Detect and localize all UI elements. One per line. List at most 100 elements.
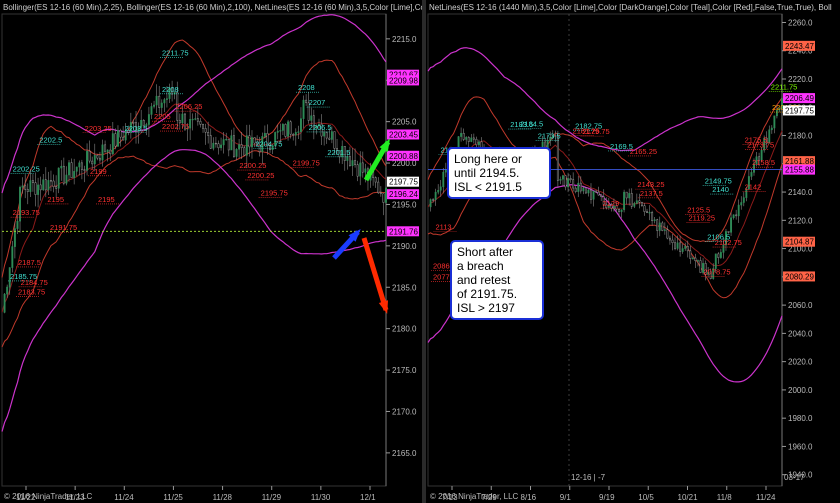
candle-body: [477, 141, 480, 146]
candle-body: [361, 162, 364, 173]
candle-body: [289, 121, 292, 135]
x-tick-label: 11/25: [163, 493, 183, 502]
y-tick-label: 2220.0: [788, 75, 813, 84]
candle-body: [732, 214, 735, 219]
candle-body: [584, 187, 587, 194]
level-label: 2202.25: [13, 164, 40, 173]
candle-body: [460, 132, 463, 137]
candle-body: [194, 118, 197, 120]
axis-corner-label: 03-17: [784, 473, 805, 482]
candle-body: [679, 242, 682, 252]
price-marker-label: 2206.49: [785, 94, 814, 103]
candle-body: [674, 242, 676, 249]
short-callout-line: of 2191.75.: [457, 287, 518, 301]
short-arrow-head: [378, 300, 389, 314]
candle-body: [722, 244, 725, 253]
candle-body: [465, 137, 468, 140]
candle-body: [343, 146, 346, 161]
candle-body: [214, 142, 217, 145]
level-label: 2182.75: [575, 121, 602, 130]
panel-divider[interactable]: [422, 0, 426, 503]
level-label: 2181.25: [573, 126, 600, 135]
candle-body: [702, 263, 704, 273]
x-tick-label: 10/5: [638, 493, 654, 502]
price-marker-label: 2196.24: [389, 190, 418, 199]
candle-body: [661, 222, 664, 231]
y-tick-label: 2260.0: [788, 18, 813, 27]
level-label: 2199: [90, 167, 107, 176]
candle-body: [294, 132, 297, 136]
candle-body: [142, 120, 145, 127]
price-marker-box: [387, 176, 419, 187]
candle-body: [615, 205, 618, 210]
candle-body: [13, 228, 16, 247]
candle-body: [235, 149, 238, 157]
candle-body: [658, 222, 661, 231]
candle-body: [31, 180, 34, 183]
level-label: 2208: [162, 85, 179, 94]
candle-body: [238, 144, 241, 150]
candle-body: [648, 212, 651, 214]
candle-body: [635, 200, 638, 204]
candle-body: [346, 156, 349, 161]
price-marker-label: 2080.29: [785, 272, 814, 281]
candle-body: [88, 150, 91, 162]
candle-body: [271, 145, 274, 151]
y-tick-label: 2190.0: [392, 242, 417, 251]
candle-body: [256, 142, 259, 146]
candle-body: [297, 131, 300, 133]
level-label: 2184.75: [21, 278, 48, 287]
candle-body: [189, 119, 192, 129]
candle-body: [70, 162, 73, 178]
bollinger-lower-band: [1, 150, 387, 348]
candle-body: [587, 189, 590, 194]
candle-body: [171, 87, 174, 95]
short-callout: Short after a breach and retest of 2191.…: [450, 240, 544, 320]
candle-body: [704, 263, 707, 275]
candle-body: [263, 132, 266, 137]
candle-body: [758, 156, 761, 161]
level-label: 2187.5: [18, 258, 41, 267]
candle-body: [122, 136, 125, 141]
intraday-60min-chart[interactable]: Bollinger(ES 12-16 (60 Min),2,25), Bolli…: [0, 0, 422, 503]
candle-body: [305, 99, 308, 103]
candle-body: [42, 179, 45, 191]
candle-body: [643, 205, 646, 212]
candle-body: [620, 209, 623, 212]
y-tick-label: 1960.0: [788, 442, 813, 451]
candle-body: [196, 118, 199, 122]
level-label: 2137.5: [640, 189, 663, 198]
candle-body: [24, 185, 27, 190]
candle-body: [569, 178, 572, 180]
candle-body: [709, 271, 712, 279]
x-tick-label: 9/19: [599, 493, 615, 502]
y-tick-label: 2180.0: [788, 132, 813, 141]
candle-body: [600, 194, 603, 197]
candle-body: [140, 120, 143, 128]
candle-body: [310, 115, 313, 121]
candle-body: [279, 130, 282, 132]
candle-body: [106, 149, 109, 153]
candle-body: [740, 202, 743, 206]
candle-body: [202, 124, 204, 129]
level-label: 2173.5: [538, 131, 561, 140]
candle-body: [212, 142, 215, 149]
level-label: 2207: [309, 98, 326, 107]
level-label: 2206.5: [309, 123, 332, 132]
candle-body: [80, 162, 83, 170]
y-tick-label: 2000.0: [788, 386, 813, 395]
price-marker-box: [783, 93, 815, 104]
level-label: 2129: [603, 199, 620, 208]
candle-body: [302, 99, 305, 119]
copyright: © 2016 NinjaTrader, LLC: [4, 492, 93, 501]
price-marker-box: [783, 271, 815, 282]
candle-body: [462, 132, 465, 140]
candle-body: [564, 175, 567, 188]
level-label: 2204.75: [255, 139, 282, 148]
candle-body: [29, 180, 32, 192]
candle-body: [65, 174, 68, 184]
slow-band-upper: [1, 14, 387, 194]
level-label: 2149.75: [705, 177, 732, 186]
candle-body: [6, 286, 9, 295]
candle-body: [778, 108, 781, 111]
